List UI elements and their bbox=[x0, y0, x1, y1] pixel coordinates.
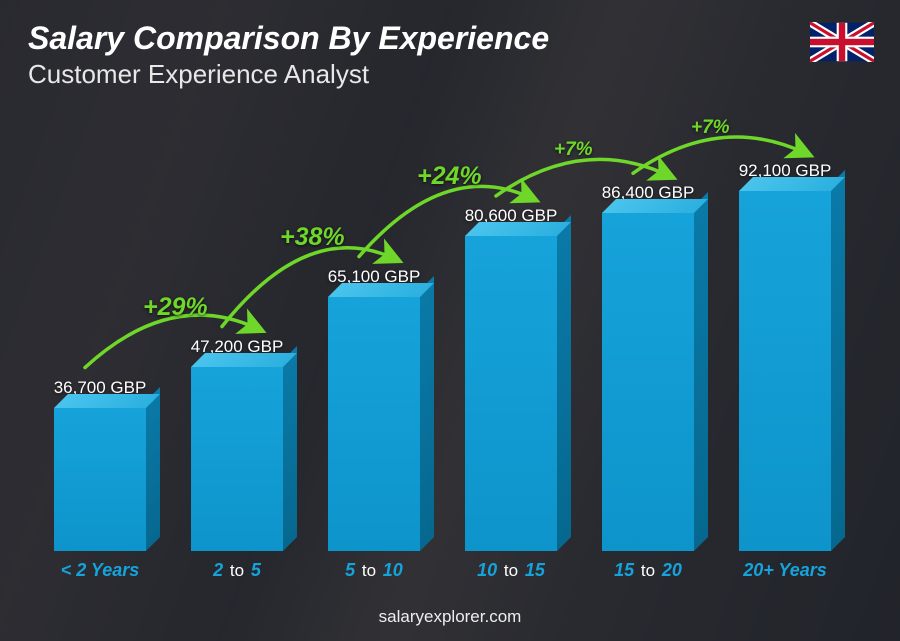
bar bbox=[328, 297, 420, 551]
xaxis-category: 20+ Years bbox=[725, 560, 845, 581]
bar-group: 80,600 GBP bbox=[451, 206, 571, 551]
page-title: Salary Comparison By Experience bbox=[28, 20, 872, 57]
growth-pct-label: +38% bbox=[280, 223, 345, 252]
bar bbox=[602, 213, 694, 551]
bar-group: 92,100 GBP bbox=[725, 161, 845, 551]
salary-chart: 36,700 GBP47,200 GBP65,100 GBP80,600 GBP… bbox=[40, 141, 845, 581]
growth-pct-label: +29% bbox=[143, 293, 208, 322]
growth-pct-label: +24% bbox=[417, 162, 482, 191]
bars-container: 36,700 GBP47,200 GBP65,100 GBP80,600 GBP… bbox=[40, 141, 845, 551]
xaxis-labels: < 2 Years 2 to 5 5 to 10 10 to 15 15 to 20 20… bbox=[40, 560, 845, 581]
bar bbox=[54, 408, 146, 551]
bar-group: 47,200 GBP bbox=[177, 337, 297, 551]
xaxis-category: 5 to 10 bbox=[314, 560, 434, 581]
xaxis-category: 15 to 20 bbox=[588, 560, 708, 581]
growth-pct-label: +7% bbox=[554, 139, 593, 161]
bar bbox=[739, 191, 831, 551]
bar bbox=[465, 236, 557, 551]
xaxis-category: 10 to 15 bbox=[451, 560, 571, 581]
header: Salary Comparison By Experience Customer… bbox=[28, 20, 872, 90]
growth-pct-label: +7% bbox=[691, 117, 730, 139]
bar-group: 65,100 GBP bbox=[314, 267, 434, 551]
uk-flag-icon bbox=[810, 22, 874, 62]
bar bbox=[191, 367, 283, 551]
bar-group: 86,400 GBP bbox=[588, 183, 708, 551]
xaxis-category: 2 to 5 bbox=[177, 560, 297, 581]
bar-group: 36,700 GBP bbox=[40, 378, 160, 551]
xaxis-category: < 2 Years bbox=[40, 560, 160, 581]
footer-attribution: salaryexplorer.com bbox=[0, 607, 900, 627]
page-subtitle: Customer Experience Analyst bbox=[28, 59, 872, 90]
